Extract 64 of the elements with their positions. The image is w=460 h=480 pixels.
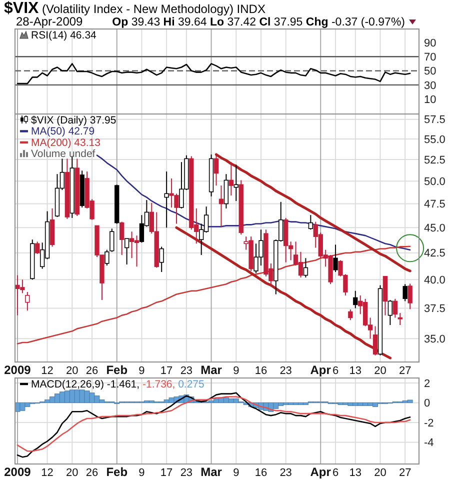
x-tick-label: 17 <box>160 467 173 479</box>
y-tick-label: 52.5 <box>424 154 446 166</box>
legend-label: MACD(12,26,9) -1.461, <box>31 378 140 390</box>
x-tick-label: 2009 <box>4 465 32 479</box>
y-tick-label: 35.0 <box>424 334 446 346</box>
x-tick-label: Mar <box>200 465 222 479</box>
x-tick-label: 27 <box>398 365 412 377</box>
x-tick-label: 23 <box>180 467 193 479</box>
x-tick-label: Apr <box>310 363 332 377</box>
x-tick-label: 23 <box>280 365 292 377</box>
text: Op 39.43 Hi 39.64 Lo 37.42 Cl 37.95 Chg -0.37 (-0.97%) <box>112 16 405 28</box>
x-tick-label: Apr <box>310 465 332 479</box>
x-tick-label: 17 <box>160 365 173 377</box>
y-tick-label: 42.5 <box>424 248 446 260</box>
y-tick-label: 40.0 <box>424 274 446 287</box>
y-tick-label: 37.5 <box>424 303 446 316</box>
text: RSI(14) 46.34 <box>31 30 97 42</box>
legend-label: MA(50) 42.79 <box>31 126 95 138</box>
x-tick-label: 23 <box>280 467 292 479</box>
y-tick-label: 30 <box>424 80 436 92</box>
x-tick-label: 6 <box>332 365 339 377</box>
x-tick-label: 2009 <box>4 363 32 377</box>
x-tick-label: 12 <box>41 365 54 377</box>
y-tick-label: 70 <box>424 51 436 64</box>
x-tick-label: 9 <box>233 467 240 479</box>
x-tick-label: 26 <box>86 365 98 377</box>
x-tick-label: 6 <box>332 467 339 479</box>
y-tick-label: -2 <box>424 417 434 430</box>
series-label: -1.736, <box>140 378 176 390</box>
series-label: 0.275 <box>175 378 205 390</box>
annotation: Volume undef <box>31 148 96 160</box>
y-tick-label: 45.0 <box>424 222 446 234</box>
x-tick-label: 20 <box>374 365 386 377</box>
x-tick-label: 9 <box>138 467 145 479</box>
y-tick-label: 57.5 <box>424 114 446 126</box>
x-tick-label: 9 <box>233 365 240 377</box>
y-tick-label: 50 <box>424 66 436 78</box>
legend-label: $VIX (Daily) 37.95 <box>31 114 116 126</box>
x-tick-label: Mar <box>200 363 222 377</box>
legend-label: MA(200) 43.13 <box>31 136 101 149</box>
y-tick-label: 55.0 <box>424 134 446 146</box>
y-tick-label: 47.5 <box>424 198 446 211</box>
x-tick-label: 20 <box>66 467 78 479</box>
x-tick-label: 9 <box>138 365 145 377</box>
y-tick-label: 50.0 <box>424 176 446 188</box>
x-tick-label: 23 <box>180 365 193 377</box>
x-tick-label: 16 <box>254 365 268 377</box>
x-tick-label: 27 <box>398 467 412 479</box>
y-tick-label: 10 <box>424 94 436 106</box>
x-tick-label: 12 <box>41 467 54 479</box>
y-tick-label: 90 <box>424 37 436 50</box>
x-tick-label: Feb <box>106 363 128 377</box>
x-tick-label: 20 <box>374 467 386 479</box>
chart-title: $VIX (Volatility Index - New Methodology) INDX <box>4 0 266 17</box>
x-tick-label: 13 <box>349 467 362 479</box>
x-tick-label: 16 <box>254 467 268 479</box>
y-tick-label: 2 <box>424 378 430 390</box>
x-tick-label: 26 <box>86 467 98 479</box>
y-tick-label: -4 <box>424 437 434 450</box>
x-tick-label: Feb <box>106 465 128 479</box>
x-tick-label: 13 <box>349 365 362 377</box>
y-tick-label: 0 <box>424 398 430 410</box>
chart-subtitle: 28-Apr-2009 <box>16 14 84 28</box>
x-tick-label: 20 <box>66 365 78 377</box>
